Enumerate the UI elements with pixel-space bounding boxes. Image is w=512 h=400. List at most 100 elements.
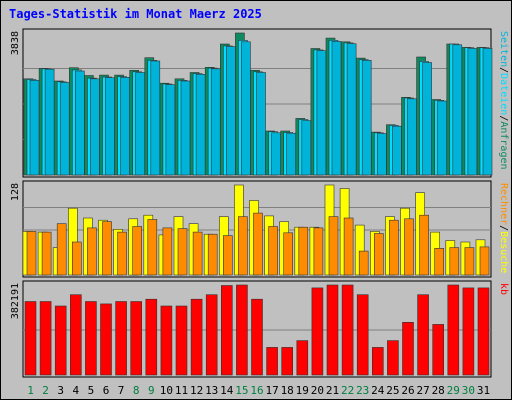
day-label-29: 29 [447, 384, 460, 397]
day-label-20: 20 [311, 384, 324, 397]
bar-visits-rechner-30 [464, 247, 475, 276]
legend-entry: Rechner [498, 183, 509, 225]
bar-visits-rechner-9 [147, 219, 158, 276]
bar-traffic-seiten-5 [90, 78, 100, 176]
bar-traffic-seiten-28 [437, 100, 448, 176]
axis-legend-kb: kb [498, 283, 509, 295]
y-max-label-visits: 128 [10, 183, 21, 201]
day-label-8: 8 [133, 384, 140, 397]
bar-visits-rechner-7 [117, 231, 127, 276]
day-label-25: 25 [386, 384, 399, 397]
bar-traffic-seiten-6 [105, 77, 115, 176]
bar-visits-rechner-23 [358, 250, 369, 276]
legend-entry: Seiten [498, 31, 509, 67]
bar-kb-kb-7 [115, 301, 127, 376]
bar-kb-kb-6 [100, 303, 112, 376]
day-label-11: 11 [175, 384, 188, 397]
bar-traffic-seiten-26 [407, 98, 417, 176]
day-label-27: 27 [416, 384, 429, 397]
bar-kb-kb-26 [402, 321, 414, 376]
bar-visits-rechner-6 [102, 221, 112, 276]
bar-visits-rechner-4 [72, 241, 82, 276]
bar-visits-rechner-19 [298, 226, 309, 276]
bar-kb-kb-27 [417, 294, 429, 376]
bar-visits-rechner-15 [238, 216, 248, 276]
bar-kb-kb-14 [221, 285, 233, 376]
bar-kb-kb-3 [54, 305, 67, 376]
bar-kb-kb-30 [462, 287, 475, 376]
bar-kb-kb-4 [70, 294, 82, 376]
bar-visits-rechner-17 [268, 226, 278, 276]
bar-traffic-seiten-15 [241, 41, 251, 176]
bar-kb-kb-2 [39, 301, 52, 376]
bar-kb-kb-5 [85, 301, 97, 376]
bar-visits-rechner-31 [479, 246, 490, 276]
bar-traffic-seiten-20 [316, 50, 327, 176]
day-label-10: 10 [160, 384, 173, 397]
bar-kb-kb-18 [281, 347, 294, 376]
bar-traffic-seiten-25 [392, 125, 402, 176]
day-label-22: 22 [341, 384, 354, 397]
bar-traffic-seiten-18 [286, 132, 297, 176]
bar-visits-rechner-18 [283, 232, 294, 276]
bar-kb-kb-8 [130, 301, 142, 376]
bar-visits-rechner-22 [343, 217, 354, 276]
bar-visits-rechner-21 [328, 216, 339, 276]
y-max-label-kb: 382191 [10, 283, 21, 319]
bar-kb-kb-29 [447, 284, 460, 376]
bar-kb-kb-20 [311, 287, 324, 376]
legend-entry: / [498, 67, 509, 73]
legend-entry: Anfragen [498, 121, 509, 169]
axis-legend-traffic: Seiten/Dateien/Anfragen [498, 31, 509, 170]
day-label-21: 21 [326, 384, 339, 397]
bar-traffic-seiten-8 [135, 72, 145, 176]
bar-visits-rechner-29 [449, 247, 460, 276]
bar-traffic-seiten-1 [29, 80, 40, 176]
bar-visits-rechner-12 [192, 231, 203, 276]
bar-visits-rechner-25 [389, 219, 399, 276]
bar-traffic-seiten-17 [271, 132, 281, 176]
day-label-14: 14 [220, 384, 234, 397]
day-label-6: 6 [103, 384, 110, 397]
day-label-7: 7 [118, 384, 125, 397]
day-label-15: 15 [235, 384, 248, 397]
day-label-26: 26 [401, 384, 414, 397]
bar-kb-kb-21 [326, 284, 339, 376]
bar-visits-rechner-10 [162, 227, 173, 276]
bar-kb-kb-1 [24, 301, 37, 376]
bar-visits-rechner-26 [404, 218, 414, 276]
bar-visits-rechner-8 [132, 226, 142, 276]
bar-kb-kb-10 [160, 305, 173, 376]
day-label-19: 19 [296, 384, 309, 397]
day-label-31: 31 [477, 384, 490, 397]
bar-kb-kb-11 [175, 305, 188, 376]
day-label-23: 23 [356, 384, 369, 397]
day-label-18: 18 [281, 384, 294, 397]
bar-traffic-seiten-13 [210, 68, 221, 176]
bar-kb-kb-25 [387, 340, 399, 376]
bar-visits-rechner-11 [177, 228, 188, 276]
legend-entry: Besuche [498, 231, 509, 273]
bar-visits-rechner-24 [373, 233, 384, 276]
bar-visits-rechner-20 [313, 227, 324, 276]
bar-visits-rechner-2 [41, 231, 52, 276]
bar-traffic-seiten-24 [376, 133, 387, 176]
bar-kb-kb-16 [251, 298, 263, 376]
chart-title: Tages-Statistik im Monat Maerz 2025 [9, 7, 262, 21]
day-label-13: 13 [205, 384, 218, 397]
bar-kb-kb-13 [205, 294, 218, 376]
bar-traffic-seiten-9 [150, 60, 161, 176]
axis-legend-visits: Rechner/Besuche [498, 183, 509, 273]
bar-visits-rechner-14 [223, 235, 233, 276]
bar-traffic-seiten-2 [44, 68, 55, 176]
bar-traffic-seiten-14 [226, 46, 236, 176]
day-label-9: 9 [148, 384, 155, 397]
day-label-12: 12 [190, 384, 203, 397]
bar-kb-kb-28 [432, 324, 445, 376]
bar-traffic-seiten-21 [331, 41, 342, 176]
bar-traffic-seiten-23 [361, 59, 372, 176]
day-label-5: 5 [88, 384, 95, 397]
bar-traffic-seiten-19 [301, 120, 312, 176]
